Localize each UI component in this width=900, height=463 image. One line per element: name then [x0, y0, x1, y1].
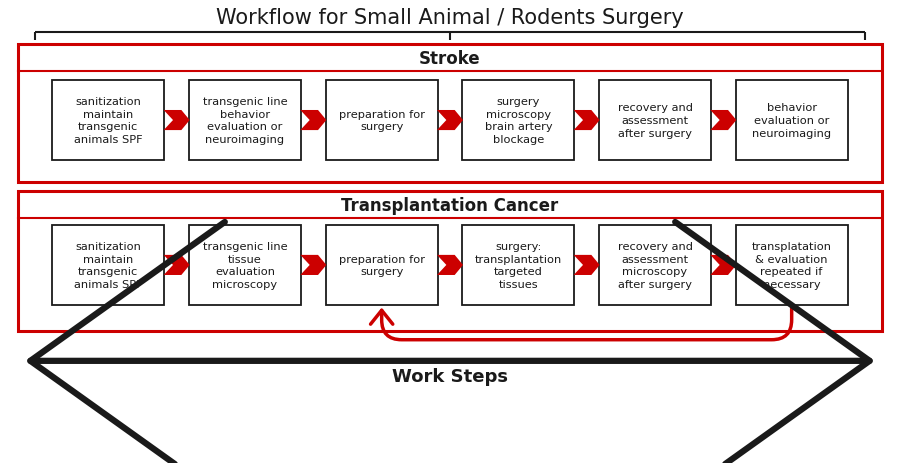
Bar	[18, 45, 882, 183]
Text: Work Steps: Work Steps	[392, 367, 508, 385]
Bar	[326, 225, 437, 305]
Text: recovery and
assessment
after surgery: recovery and assessment after surgery	[617, 103, 692, 138]
Polygon shape	[301, 255, 327, 275]
Bar	[189, 225, 301, 305]
Polygon shape	[573, 255, 599, 275]
Polygon shape	[437, 111, 463, 131]
Bar	[189, 81, 301, 161]
Bar	[326, 81, 437, 161]
Bar	[463, 225, 574, 305]
Text: preparation for
surgery: preparation for surgery	[338, 109, 425, 132]
Bar	[735, 225, 848, 305]
Polygon shape	[164, 255, 190, 275]
Text: behavior
evaluation or
neuroimaging: behavior evaluation or neuroimaging	[752, 103, 832, 138]
Polygon shape	[710, 111, 736, 131]
Text: sanitization
maintain
transgenic
animals SPF: sanitization maintain transgenic animals…	[74, 241, 142, 289]
Text: surgery
microscopy
brain artery
blockage: surgery microscopy brain artery blockage	[484, 97, 552, 145]
Bar	[52, 225, 165, 305]
Text: surgery:
transplantation
targeted
tissues: surgery: transplantation targeted tissue…	[474, 241, 562, 289]
Text: transplatation
& evaluation
repeated if
necessary: transplatation & evaluation repeated if …	[752, 241, 832, 289]
Text: Transplantation Cancer: Transplantation Cancer	[341, 197, 559, 214]
Text: sanitization
maintain
transgenic
animals SPF: sanitization maintain transgenic animals…	[74, 97, 142, 145]
Polygon shape	[437, 255, 463, 275]
Text: Workflow for Small Animal / Rodents Surgery: Workflow for Small Animal / Rodents Surg…	[216, 8, 684, 28]
Text: transgenic line
tissue
evaluation
microscopy: transgenic line tissue evaluation micros…	[202, 241, 287, 289]
Polygon shape	[301, 111, 327, 131]
Text: transgenic line
behavior
evaluation or
neuroimaging: transgenic line behavior evaluation or n…	[202, 97, 287, 145]
Bar	[599, 225, 711, 305]
Bar	[735, 81, 848, 161]
Bar	[52, 81, 165, 161]
Bar	[463, 81, 574, 161]
Text: recovery and
assessment
microscopy
after surgery: recovery and assessment microscopy after…	[617, 241, 692, 289]
Bar	[599, 81, 711, 161]
Text: preparation for
surgery: preparation for surgery	[338, 254, 425, 277]
Polygon shape	[573, 111, 599, 131]
Bar	[18, 191, 882, 331]
Polygon shape	[710, 255, 736, 275]
FancyArrowPatch shape	[371, 308, 792, 340]
Text: Stroke: Stroke	[419, 50, 481, 69]
Polygon shape	[164, 111, 190, 131]
